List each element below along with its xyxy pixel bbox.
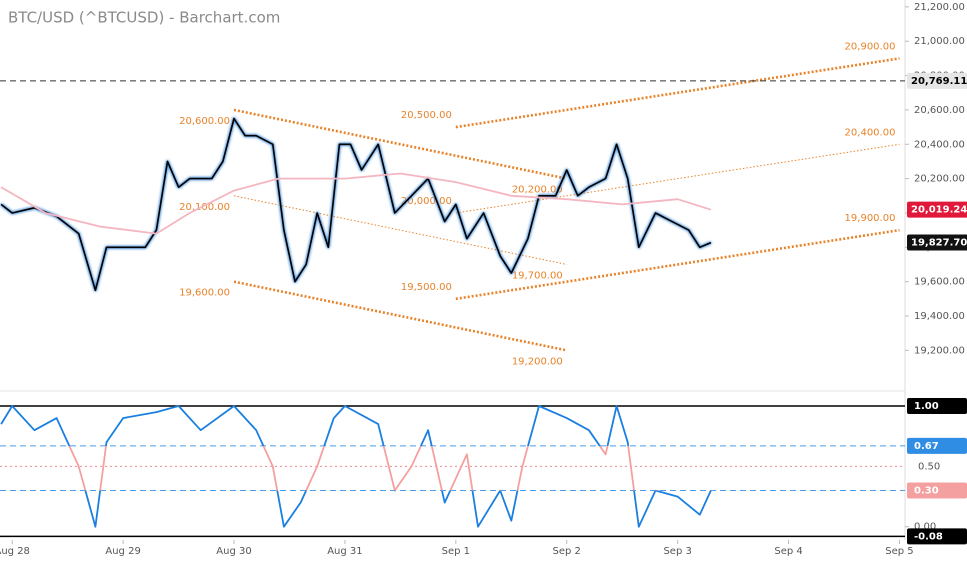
- series-line: [0, 172, 712, 235]
- x-tick-label: Aug 30: [216, 546, 251, 557]
- trendline-label: 19,900.00: [845, 213, 896, 224]
- trendline-label: 20,400.00: [845, 127, 896, 138]
- trendline-label: 19,200.00: [512, 356, 563, 367]
- trendline: [455, 228, 900, 301]
- trendline-label: 20,900.00: [845, 41, 896, 52]
- trendline: [233, 195, 567, 265]
- trendline-label: 20,200.00: [512, 185, 563, 196]
- level-label: 0.30: [914, 486, 939, 497]
- trendline: [455, 143, 900, 214]
- trendline-label: 20,500.00: [401, 110, 452, 121]
- level-badge: [907, 482, 967, 499]
- y-tick-label: 19,400.00: [914, 311, 965, 322]
- level-label: 0.67: [914, 441, 939, 452]
- y-tick-label: 0.00: [914, 522, 936, 533]
- x-tick-label: Aug 28: [0, 546, 30, 557]
- chart-title: BTC/USD (^BTCUSD) - Barchart.com: [8, 9, 280, 27]
- level-badge: [907, 528, 967, 545]
- price-badge: [907, 72, 967, 89]
- price-badge: [907, 234, 967, 251]
- level-badge: [907, 398, 967, 415]
- series-line: [0, 117, 712, 292]
- x-tick-label: Sep 5: [885, 546, 913, 557]
- trendline-label: 19,600.00: [179, 288, 230, 299]
- y-tick-label: 21,000.00: [914, 36, 965, 47]
- trendline-label: 20,600.00: [179, 116, 230, 127]
- x-tick-label: Sep 4: [774, 546, 802, 557]
- y-tick-label: 20,600.00: [914, 105, 965, 116]
- x-tick-label: Aug 29: [105, 546, 140, 557]
- price-badge-label: 19,827.70: [911, 238, 967, 249]
- trendline-label: 19,500.00: [401, 282, 452, 293]
- x-tick-label: Sep 3: [663, 546, 691, 557]
- level-label: 0.50: [918, 461, 940, 472]
- price-badge-label: 20,769.11: [911, 76, 967, 87]
- trendline-label: 20,000.00: [401, 196, 452, 207]
- x-tick-label: Sep 2: [553, 546, 581, 557]
- y-tick-label: 20,400.00: [914, 139, 965, 150]
- series-line: [0, 405, 712, 528]
- x-tick-label: Sep 1: [442, 546, 470, 557]
- trendline-label: 19,700.00: [512, 270, 563, 281]
- price-badge-label: 20,019.24: [911, 205, 967, 216]
- y-tick-label: 20,200.00: [914, 174, 965, 185]
- trendline: [233, 108, 567, 180]
- trendline: [233, 280, 567, 352]
- trendline: [455, 57, 900, 129]
- trendline-label: 20,100.00: [179, 202, 230, 213]
- x-tick-label: Aug 31: [327, 546, 362, 557]
- price-badge: [907, 201, 967, 218]
- y-tick-label: 19,600.00: [914, 277, 965, 288]
- level-label: 1.00: [914, 401, 939, 412]
- y-tick-label: 21,200.00: [914, 2, 965, 13]
- y-tick-label: 19,200.00: [914, 345, 965, 356]
- level-label: -0.08: [914, 531, 943, 542]
- level-badge: [907, 437, 967, 454]
